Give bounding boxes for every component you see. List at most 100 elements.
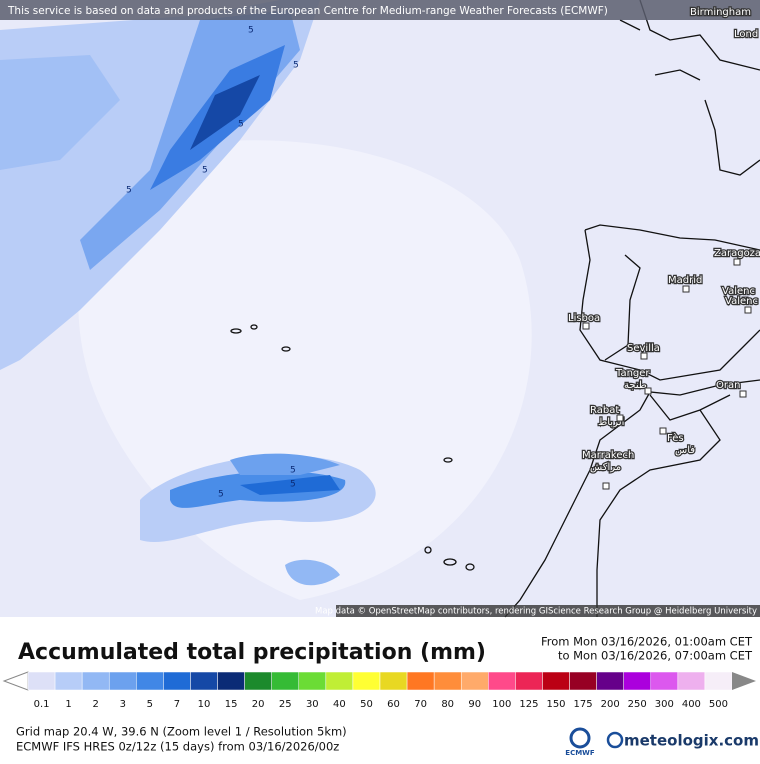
contour-label: 5 [248,26,254,36]
attribution: Map data © OpenStreetMap contributors, r… [315,607,757,617]
city-label: Lond [734,29,758,40]
city-marker [739,390,747,398]
city-label-alt: طنجة [624,380,647,391]
contour-label: 5 [202,166,208,176]
legend-label: 60 [387,699,400,710]
city-marker [682,285,690,293]
legend-label: 400 [682,699,701,710]
contour-label: 5 [218,490,224,500]
banner-bg [0,0,760,20]
legend-label: 125 [519,699,538,710]
legend-swatch [650,671,679,691]
city-label: Marrakech [582,450,634,461]
legend-label: 15 [225,699,238,710]
legend-label: 250 [628,699,647,710]
legend-swatch [244,671,272,691]
period-from: From Mon 03/16/2026, 01:00am CET [541,635,753,649]
legend-label: 70 [414,699,427,710]
legend-swatch [54,671,83,691]
legend-swatch [190,671,218,691]
site: meteologix.com [624,732,759,750]
africa-coast [504,379,760,618]
city-marker [582,322,590,330]
legend-label: 40 [333,699,346,710]
legend-swatch [460,671,489,691]
legend-swatch [515,671,543,691]
precip-core [240,475,340,495]
city-label: Valenc [725,296,758,307]
legend-label: 20 [252,699,265,710]
title: Accumulated total precipitation (mm) [18,640,486,665]
legend-swatch [596,671,624,691]
legend-label: 2 [93,699,99,710]
footer-line: ECMWF IFS HRES 0z/12z (15 days) from 03/… [16,740,339,754]
legend-swatch [569,671,597,691]
legend-label: 150 [546,699,565,710]
island [424,546,432,554]
legend-arrow-left [2,671,29,691]
island [465,563,475,571]
legend-swatch [217,671,245,691]
contour-label: 5 [290,466,296,476]
city-label: Zaragoza [714,248,760,259]
legend-swatch [406,671,435,691]
legend-swatch [298,671,327,691]
legend-label: 90 [468,699,481,710]
contour-label: 5 [126,186,132,196]
france-coast [704,99,760,176]
legend-swatch [108,671,137,691]
contour-label: 5 [290,480,296,490]
legend-label: 1 [65,699,71,710]
legend-arrow-right [732,672,756,690]
city-marker [659,427,667,435]
legend-swatch [81,671,110,691]
legend-swatch [27,671,56,691]
precip-band [285,559,340,586]
city-label-alt: مراكش [590,462,621,473]
portugal-border [604,254,641,361]
city-label: Tanger [615,368,650,379]
contour-label: 5 [293,61,299,71]
site-icon [606,731,624,749]
island [250,324,258,330]
legend-label: 5 [147,699,153,710]
island [281,346,291,352]
ecmwf-icon [569,727,591,749]
legend-label: 7 [174,699,180,710]
legend-swatch [623,671,652,691]
contour-label: 5 [238,120,244,130]
legend-swatch [352,671,381,691]
legend-label: 200 [601,699,620,710]
attribution-bg [336,605,760,617]
footer-line: Grid map 20.4 W, 39.6 N (Zoom level 1 / … [16,725,347,739]
legend-swatch [542,671,570,691]
city-label: Oran [716,380,740,391]
legend-label: 0.1 [34,699,50,710]
city-label: Fès [667,432,684,444]
city-marker [644,387,652,395]
island [443,457,453,463]
precip-core [190,75,260,150]
island [230,328,242,334]
city-label-alt: فاس [675,445,695,456]
legend-swatch [271,671,300,691]
city-label: Rabat [590,405,619,416]
island [443,558,457,566]
morocco-border [596,394,731,617]
legend-swatch [677,671,706,691]
legend-label: 10 [198,699,211,710]
legend-label: 50 [360,699,373,710]
map: This service is based on data and produc… [0,0,760,618]
city-marker [733,258,741,266]
city-label: Madrid [668,275,702,286]
period-to: to Mon 03/16/2026, 07:00am CET [558,649,753,663]
legend-swatch [704,671,733,691]
city-marker [744,306,752,314]
legend-label: 3 [120,699,126,710]
legend-swatch [488,671,516,691]
precip-band [230,453,340,475]
banner: This service is based on data and produc… [7,5,608,17]
city-marker [640,352,648,360]
legend-label: 25 [279,699,292,710]
